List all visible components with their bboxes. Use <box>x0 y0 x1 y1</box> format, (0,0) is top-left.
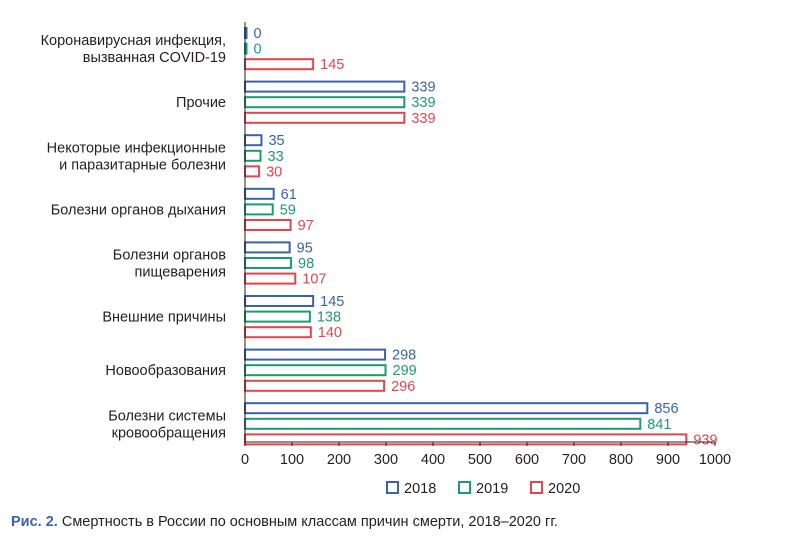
category-label-line: кровообращения <box>112 425 226 441</box>
data-label: 35 <box>268 133 284 149</box>
bar-2018 <box>244 348 387 361</box>
bar-2018 <box>244 134 263 147</box>
bar-2020 <box>244 165 261 178</box>
category-label: Болезни системы кровообращения <box>108 408 226 441</box>
data-label: 107 <box>302 272 326 288</box>
bar-2020 <box>244 379 386 392</box>
data-label: 97 <box>298 218 314 234</box>
data-label: 30 <box>266 164 282 180</box>
legend-swatch-2018 <box>386 481 399 494</box>
data-label: 138 <box>317 310 341 326</box>
bar-2020 <box>244 219 292 231</box>
data-label: 339 <box>411 111 435 127</box>
bar-2018 <box>244 80 406 93</box>
legend-swatch-2019 <box>458 481 471 494</box>
bar-2019 <box>244 364 387 377</box>
legend-label: 2019 <box>476 481 508 497</box>
x-tick-label: 900 <box>656 452 680 468</box>
x-tick-label: 700 <box>562 452 586 468</box>
figure-caption: Рис. 2. Смертность в России по основным … <box>11 514 558 530</box>
x-tick-label: 1000 <box>699 452 731 468</box>
data-label: 939 <box>693 432 717 448</box>
bar-2019 <box>244 310 311 323</box>
legend-swatch-2020 <box>530 481 543 494</box>
category-label-line: Болезни органов <box>113 248 226 264</box>
category-label-line: и паразитарные болезни <box>59 157 226 173</box>
bar-2020 <box>244 326 312 339</box>
category-label: Внешние причины <box>102 310 226 326</box>
data-label: 339 <box>411 95 435 111</box>
data-label: 95 <box>297 240 313 256</box>
category-label-line: Прочие <box>176 95 226 111</box>
category-label: Прочие <box>176 95 226 111</box>
category-label-line: Коронавирусная инфекция, <box>41 33 226 49</box>
data-label: 339 <box>411 80 435 96</box>
data-label: 59 <box>280 202 296 218</box>
category-label-line: Внешние причины <box>102 310 226 326</box>
x-tick-label: 200 <box>327 452 351 468</box>
bar-2019 <box>244 96 406 109</box>
data-label: 140 <box>318 325 342 341</box>
bar-2019 <box>244 149 262 162</box>
data-label: 298 <box>392 348 416 364</box>
data-label: 856 <box>654 401 678 417</box>
x-tick-label: 400 <box>421 452 445 468</box>
bar-2018 <box>244 241 291 254</box>
data-label: 0 <box>254 42 262 58</box>
category-label: Новообразования <box>105 363 226 379</box>
bar-2019 <box>244 257 293 269</box>
data-label: 61 <box>281 187 297 203</box>
bar-2018 <box>244 402 649 415</box>
data-label: 145 <box>320 294 344 310</box>
data-label: 98 <box>298 256 314 272</box>
data-label: 841 <box>647 417 671 433</box>
bar-2018 <box>244 295 315 307</box>
bar-2019 <box>244 203 274 216</box>
bar-2018 <box>244 187 275 200</box>
category-label-line: Некоторые инфекционные <box>47 140 226 156</box>
data-label: 33 <box>268 149 284 165</box>
legend-label: 2018 <box>404 481 436 497</box>
x-tick-label: 500 <box>468 452 492 468</box>
category-label: Болезни органов дыхания <box>51 202 226 218</box>
caption-prefix: Рис. 2. <box>11 514 58 530</box>
bar-2019 <box>244 417 642 430</box>
category-label-line: Новообразования <box>105 363 226 379</box>
category-label-line: Болезни системы <box>108 408 226 424</box>
data-label: 145 <box>320 57 344 73</box>
caption-text: Смертность в России по основным классам … <box>57 514 558 530</box>
bar-2020 <box>244 433 688 446</box>
x-tick-label: 300 <box>374 452 398 468</box>
data-label: 299 <box>393 363 417 379</box>
x-tick-label: 100 <box>280 452 304 468</box>
category-label-line: Болезни органов дыхания <box>51 202 226 218</box>
x-tick-label: 600 <box>515 452 539 468</box>
category-label: Некоторые инфекционные и паразитарные бол… <box>47 140 226 173</box>
data-label: 296 <box>391 379 415 395</box>
category-label: Коронавирусная инфекция, вызванная COVID-… <box>41 33 226 66</box>
category-label: Болезни органов пищеварения <box>113 248 226 281</box>
data-label: 0 <box>254 26 262 42</box>
category-label-line: вызванная COVID-19 <box>83 50 226 66</box>
bar-2020 <box>244 111 406 124</box>
bar-2020 <box>244 58 315 71</box>
bar-2020 <box>244 272 297 285</box>
x-tick-label: 800 <box>609 452 633 468</box>
legend-label: 2020 <box>548 481 580 497</box>
x-tick-label: 0 <box>241 452 249 468</box>
category-label-line: пищеварения <box>135 265 226 281</box>
